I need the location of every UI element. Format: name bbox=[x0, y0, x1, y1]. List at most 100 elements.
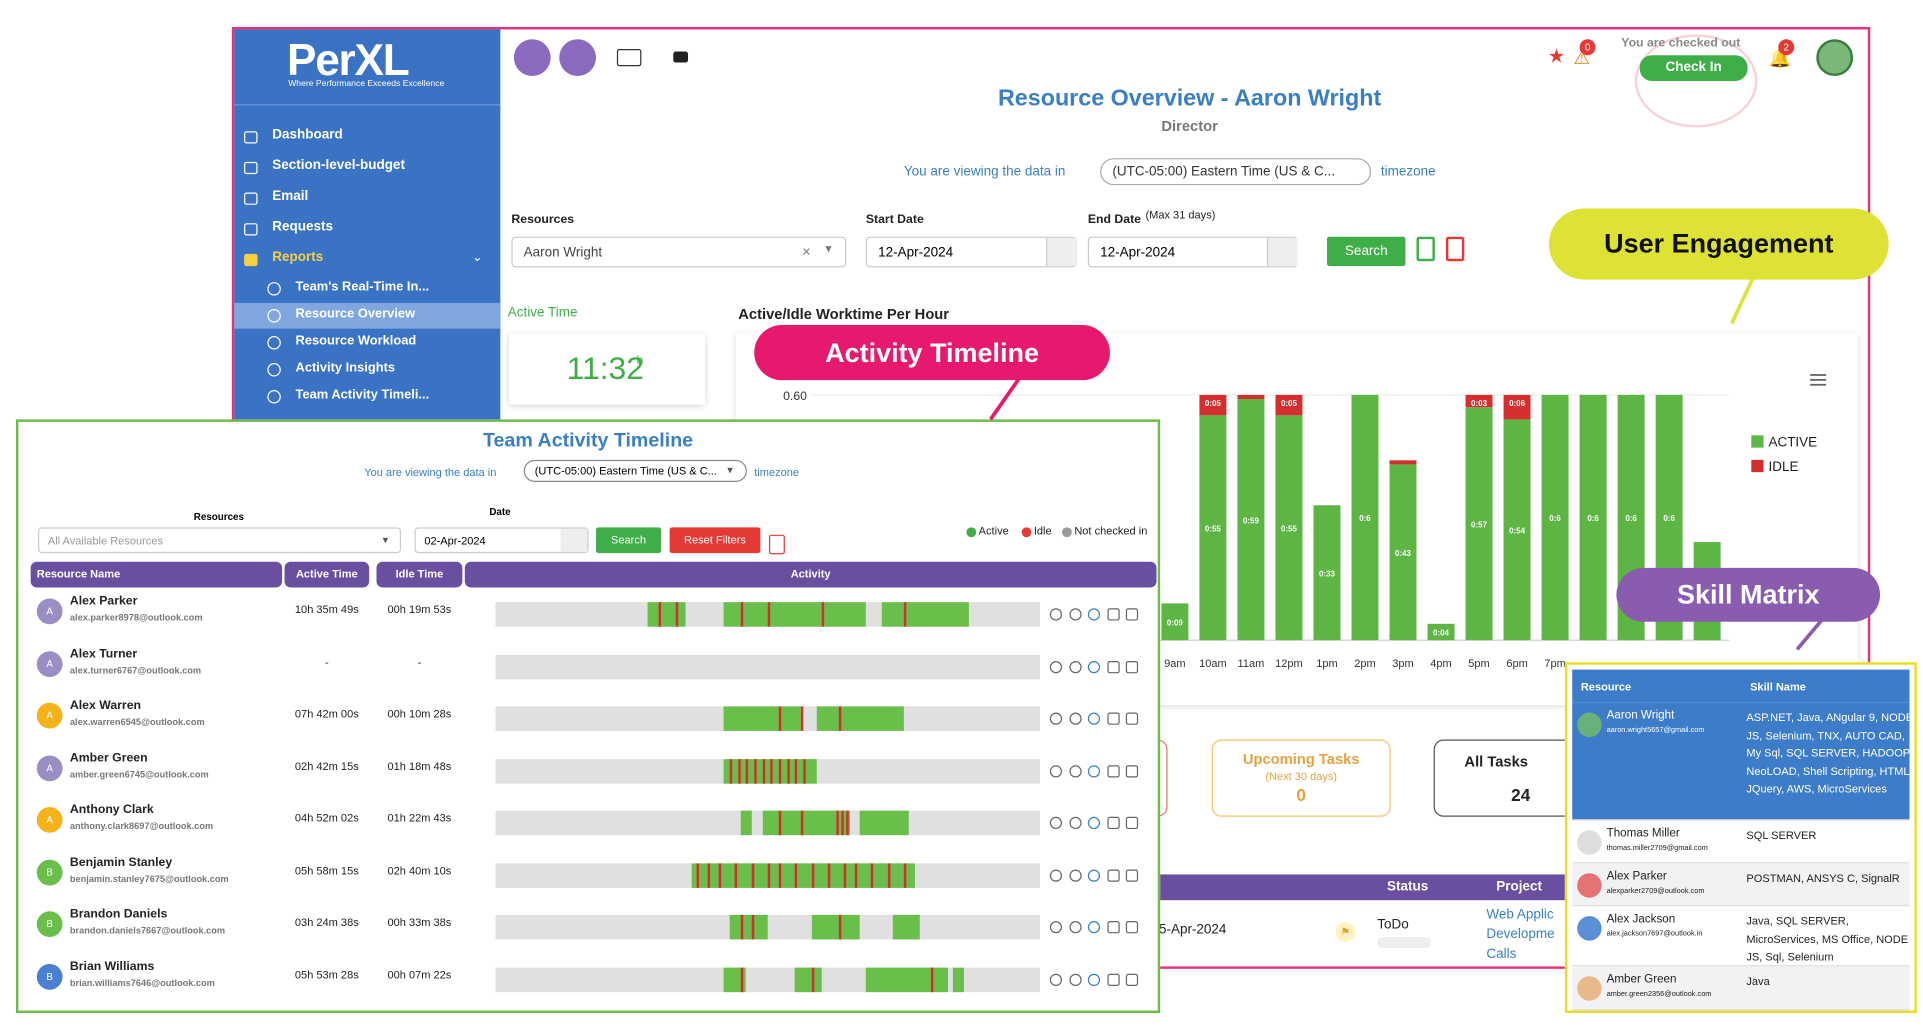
row-action[interactable] bbox=[1125, 660, 1139, 673]
date-input[interactable]: 02-Apr-2024 bbox=[414, 527, 589, 554]
row-action[interactable] bbox=[1087, 660, 1101, 673]
timezone-select[interactable]: (UTC-05:00) Eastern Time (US & C... bbox=[1100, 158, 1372, 186]
row-action[interactable] bbox=[1106, 973, 1120, 986]
task-project[interactable]: Web Applic bbox=[1486, 907, 1554, 923]
idle-mark bbox=[737, 758, 741, 784]
status-bar bbox=[1377, 936, 1432, 949]
row-action[interactable] bbox=[1125, 973, 1139, 986]
top-icon[interactable] bbox=[616, 49, 642, 67]
resource-name: Alex Parker bbox=[69, 594, 138, 609]
row-action[interactable] bbox=[1106, 868, 1120, 882]
row-action[interactable] bbox=[1106, 660, 1120, 673]
row-action[interactable] bbox=[1068, 973, 1082, 986]
row-action[interactable] bbox=[1049, 868, 1063, 882]
row-action[interactable] bbox=[1087, 868, 1101, 882]
menu-item[interactable]: Section-level-budget bbox=[272, 158, 405, 173]
row-action[interactable] bbox=[1106, 921, 1120, 934]
pdf-icon[interactable] bbox=[1445, 236, 1465, 262]
row-action[interactable] bbox=[1068, 764, 1082, 777]
data-label: 0:6 bbox=[1625, 514, 1637, 523]
submenu-item[interactable]: Resource Overview bbox=[295, 306, 416, 322]
menu-item[interactable]: Reports bbox=[272, 250, 324, 265]
resource-placeholder: All Available Resources bbox=[47, 534, 163, 547]
reset-button[interactable]: Reset Filters bbox=[669, 527, 761, 554]
submenu-item[interactable]: Team's Real-Time In... bbox=[295, 279, 430, 295]
search-button[interactable]: Search bbox=[596, 527, 662, 554]
table-heading: Activity bbox=[464, 561, 1157, 588]
skill-row: Aaron Wright aaron.wright5657@gmail.com AS… bbox=[1572, 702, 1913, 821]
active-time-card: 11:32 h bbox=[508, 333, 706, 405]
row-action[interactable] bbox=[1049, 816, 1063, 830]
submenu-item[interactable]: Team Activity Timeli... bbox=[295, 387, 430, 403]
row-action[interactable] bbox=[1068, 608, 1082, 621]
resource-select[interactable]: Aaron Wright × ▾ bbox=[511, 236, 847, 268]
user-avatar[interactable] bbox=[1816, 39, 1854, 77]
row-action[interactable] bbox=[1049, 921, 1063, 934]
row-action[interactable] bbox=[1087, 973, 1101, 986]
idle-mark bbox=[770, 758, 773, 784]
row-action[interactable] bbox=[1125, 816, 1139, 830]
row-action[interactable] bbox=[1049, 712, 1063, 725]
menu-item[interactable]: Requests bbox=[272, 219, 334, 235]
skill-name: Aaron Wright bbox=[1606, 708, 1675, 723]
idle-mark bbox=[903, 602, 907, 627]
x-tick-label: 9am bbox=[1164, 658, 1185, 670]
row-action[interactable] bbox=[1068, 868, 1082, 882]
row-action[interactable] bbox=[1068, 660, 1082, 673]
row-action[interactable] bbox=[1068, 712, 1082, 725]
idle-mark bbox=[841, 810, 844, 836]
resource-name: Anthony Clark bbox=[69, 803, 154, 817]
row-action[interactable] bbox=[1125, 921, 1139, 934]
row-action[interactable] bbox=[1049, 764, 1063, 777]
resource-email: brandon.daniels7667@outlook.com bbox=[69, 924, 226, 936]
resource-select[interactable]: All Available Resources ▾ bbox=[38, 527, 402, 554]
task-project[interactable]: Developme bbox=[1486, 927, 1555, 942]
row-action[interactable] bbox=[1068, 816, 1082, 830]
row-action[interactable] bbox=[1106, 712, 1120, 725]
menu-icon bbox=[1810, 378, 1827, 381]
row-action[interactable] bbox=[1106, 608, 1120, 621]
submenu-item[interactable]: Resource Workload bbox=[295, 333, 417, 349]
timezone-select[interactable]: (UTC-05:00) Eastern Time (US & C... ▾ bbox=[523, 459, 747, 482]
top-icon[interactable] bbox=[673, 51, 689, 63]
row-action[interactable] bbox=[1125, 764, 1139, 777]
row-action[interactable] bbox=[1125, 608, 1139, 621]
row-action[interactable] bbox=[1106, 764, 1120, 777]
idle-mark bbox=[778, 706, 782, 731]
row-action[interactable] bbox=[1087, 764, 1101, 777]
resource-email: anthony.clark8697@outlook.com bbox=[69, 820, 214, 832]
excel-icon[interactable] bbox=[1416, 236, 1435, 262]
pdf-icon[interactable] bbox=[768, 534, 785, 555]
submenu-item[interactable]: Activity Insights bbox=[295, 360, 396, 376]
top-icon[interactable] bbox=[513, 39, 551, 77]
top-icon[interactable] bbox=[559, 39, 597, 77]
task-project[interactable]: Calls bbox=[1486, 946, 1517, 962]
row-action[interactable] bbox=[1087, 608, 1101, 621]
row-action[interactable] bbox=[1125, 712, 1139, 725]
idle-mark bbox=[803, 758, 806, 784]
row-action[interactable] bbox=[1125, 868, 1139, 882]
idle-mark bbox=[778, 758, 782, 784]
row-action[interactable] bbox=[1106, 816, 1120, 830]
data-label: 0:09 bbox=[1167, 618, 1184, 627]
x-tick-label: 10am bbox=[1199, 658, 1227, 670]
end-date-input[interactable]: 12-Apr-2024 bbox=[1087, 236, 1298, 268]
menu-item[interactable]: Dashboard bbox=[272, 127, 343, 143]
start-date-input[interactable]: 12-Apr-2024 bbox=[865, 236, 1077, 268]
search-button[interactable]: Search bbox=[1326, 236, 1406, 267]
check-in-button[interactable]: Check In bbox=[1639, 55, 1748, 81]
row-action[interactable] bbox=[1049, 973, 1063, 986]
row-action[interactable] bbox=[1087, 921, 1101, 934]
avatar: A bbox=[36, 650, 63, 677]
row-action[interactable] bbox=[1087, 816, 1101, 830]
timeline-panel: Team Activity Timeline You are viewing th… bbox=[15, 419, 1161, 1014]
row-action[interactable] bbox=[1087, 712, 1101, 725]
active-time: 02h 42m 15s bbox=[294, 759, 359, 773]
row-action[interactable] bbox=[1068, 921, 1082, 934]
data-label: 0:59 bbox=[1243, 516, 1260, 525]
idle-mark bbox=[707, 862, 711, 888]
menu-item[interactable]: Email bbox=[272, 188, 309, 204]
row-action[interactable] bbox=[1049, 660, 1063, 673]
row-action[interactable] bbox=[1049, 608, 1063, 621]
bar-segment bbox=[1389, 460, 1417, 465]
